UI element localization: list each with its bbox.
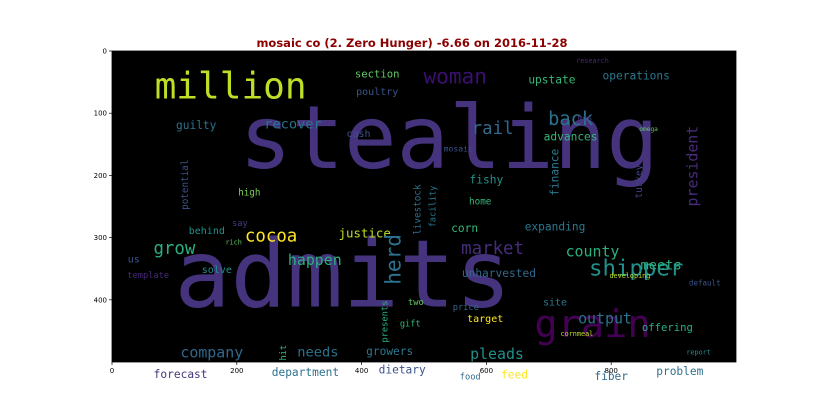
word-report: report <box>686 349 711 357</box>
word-forecast: forecast <box>154 368 208 381</box>
x-tick-label: 200 <box>230 367 243 375</box>
word-shipper: shipper <box>589 256 683 282</box>
y-tick-label: 100 <box>94 110 107 118</box>
x-tick-label: 0 <box>110 367 114 375</box>
word-department: department <box>272 366 339 379</box>
plot-frame <box>111 50 737 363</box>
y-tick-label: 300 <box>94 234 107 242</box>
word-research: research <box>576 57 609 65</box>
word-back: back <box>548 109 593 130</box>
word-price: price <box>453 303 479 313</box>
word-mosaic: mosaic <box>444 144 473 154</box>
word-home: home <box>469 197 492 208</box>
word-omega: omega <box>639 126 658 133</box>
word-feed: feed <box>501 369 528 382</box>
x-tick-label: 400 <box>355 367 368 375</box>
word-pleads: pleads <box>470 345 524 363</box>
word-fiber: fiber <box>594 370 628 383</box>
word-recover: recover <box>264 116 322 132</box>
word-hit: hit <box>279 345 289 361</box>
word-happen: happen <box>288 251 342 269</box>
word-behind: behind <box>189 226 225 237</box>
word-dietary: dietary <box>379 364 426 377</box>
word-offering: offering <box>642 322 693 334</box>
word-rich: rich <box>226 239 242 247</box>
word-expanding: expanding <box>525 221 586 234</box>
y-tick-label: 200 <box>94 172 107 180</box>
word-stealing: stealing <box>239 87 658 189</box>
word-meets: meets <box>640 258 681 274</box>
word-grow: grow <box>153 239 195 259</box>
word-president: president <box>683 126 701 207</box>
word-two: two <box>408 298 424 308</box>
word-presents: presents <box>380 301 390 343</box>
x-tick-label: 600 <box>480 367 493 375</box>
word-mos: mos <box>578 113 593 123</box>
word-advances: advances <box>544 130 598 143</box>
word-fishy: fishy <box>470 173 504 186</box>
word-section: section <box>355 69 400 81</box>
word-unharvested: unharvested <box>462 267 536 280</box>
word-gift: gift <box>400 320 421 330</box>
y-tick-label: 400 <box>94 296 107 304</box>
word-corn: corn <box>451 222 478 235</box>
word-target: target <box>467 314 503 325</box>
word-problem: problem <box>656 365 703 378</box>
word-needs: needs <box>297 345 338 361</box>
word-company: company <box>180 344 243 362</box>
word-growers: growers <box>366 345 413 358</box>
plot-background <box>112 51 736 362</box>
word-cash: cash <box>346 129 370 140</box>
word-facility: facility <box>428 186 438 228</box>
word-output: output <box>578 310 632 328</box>
word-guilty: guilty <box>176 119 217 132</box>
word-upstate: upstate <box>528 74 575 87</box>
word-cocoa: cocoa <box>245 226 297 246</box>
word-market: market <box>461 239 524 259</box>
word-solve: solve <box>202 265 232 276</box>
word-cornmeal: cornmeal <box>561 330 594 338</box>
word-default: default <box>689 279 721 288</box>
word-herd: herd <box>380 234 405 285</box>
chart-title: mosaic co (2. Zero Hunger) -6.66 on 2016… <box>256 36 567 50</box>
word-developing: developing <box>609 272 650 280</box>
y-tick-label: 0 <box>103 48 107 56</box>
word-woman: woman <box>423 63 487 88</box>
y-axis: 0 100 200 300 400 <box>94 48 112 304</box>
word-potential: potential <box>180 160 191 210</box>
word-grain: grain <box>534 302 650 347</box>
word-rail: rail <box>472 119 514 139</box>
word-say: say <box>232 219 248 229</box>
word-admits: admits <box>174 220 511 329</box>
word-poultry: poultry <box>356 87 398 98</box>
word-layer: stealing admits million grain woman shipper ba… <box>127 57 720 383</box>
word-livestock: livestock <box>412 184 423 235</box>
word-food: food <box>460 373 481 383</box>
word-site: site <box>543 297 567 308</box>
word-high: high <box>238 187 260 198</box>
word-us: us <box>128 255 140 266</box>
x-tick-label: 800 <box>605 367 618 375</box>
word-justice: justice <box>339 226 391 241</box>
word-county: county <box>566 242 620 260</box>
x-axis: 0 200 400 600 800 <box>110 362 618 375</box>
word-template: template <box>127 271 169 281</box>
word-operations: operations <box>603 69 670 82</box>
word-million: million <box>155 66 307 108</box>
word-finance: finance <box>549 148 562 195</box>
word-turkey: turkey <box>634 164 645 198</box>
